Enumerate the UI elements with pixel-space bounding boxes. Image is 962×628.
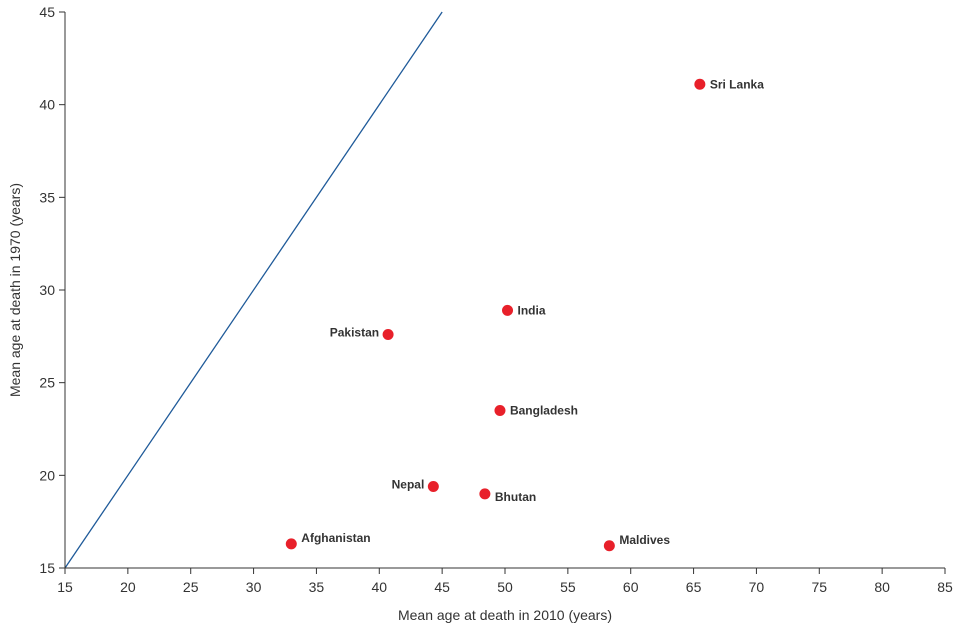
x-tick-label: 35 xyxy=(309,579,325,595)
x-tick-label: 40 xyxy=(371,579,387,595)
data-point xyxy=(427,480,439,492)
x-tick-label: 45 xyxy=(434,579,450,595)
data-point-label: India xyxy=(518,303,546,317)
y-tick-label: 35 xyxy=(39,189,55,205)
x-tick-label: 25 xyxy=(183,579,199,595)
data-point xyxy=(382,328,394,340)
y-tick-label: 40 xyxy=(39,97,55,113)
data-point xyxy=(694,78,706,90)
equality-reference-line xyxy=(64,11,443,569)
data-point xyxy=(479,488,491,500)
data-point xyxy=(285,538,297,550)
data-point-label: Sri Lanka xyxy=(710,77,764,91)
x-tick-label: 65 xyxy=(686,579,702,595)
y-axis-title: Mean age at death in 1970 (years) xyxy=(7,183,23,397)
x-tick-label: 15 xyxy=(57,579,73,595)
x-tick-label: 85 xyxy=(937,579,953,595)
data-point-label: Bangladesh xyxy=(510,403,578,417)
x-tick-label: 70 xyxy=(749,579,765,595)
x-tick-label: 80 xyxy=(874,579,890,595)
y-tick-label: 45 xyxy=(39,4,55,20)
y-tick-label: 15 xyxy=(39,560,55,576)
data-point xyxy=(603,540,615,552)
x-tick-label: 75 xyxy=(811,579,827,595)
data-point xyxy=(494,404,506,416)
data-point-label: Pakistan xyxy=(330,325,379,339)
x-tick-label: 60 xyxy=(623,579,639,595)
x-tick-label: 20 xyxy=(120,579,136,595)
data-point-label: Maldives xyxy=(619,533,670,547)
x-tick-label: 50 xyxy=(497,579,513,595)
x-tick-label: 55 xyxy=(560,579,576,595)
x-tick-label: 30 xyxy=(246,579,262,595)
x-axis-title: Mean age at death in 2010 (years) xyxy=(398,607,612,623)
data-point xyxy=(502,304,514,316)
data-point-label: Afghanistan xyxy=(301,531,370,545)
data-point-label: Bhutan xyxy=(495,490,536,504)
y-tick-label: 25 xyxy=(39,375,55,391)
data-point-label: Nepal xyxy=(392,477,425,491)
y-tick-label: 30 xyxy=(39,282,55,298)
y-tick-label: 20 xyxy=(39,467,55,483)
